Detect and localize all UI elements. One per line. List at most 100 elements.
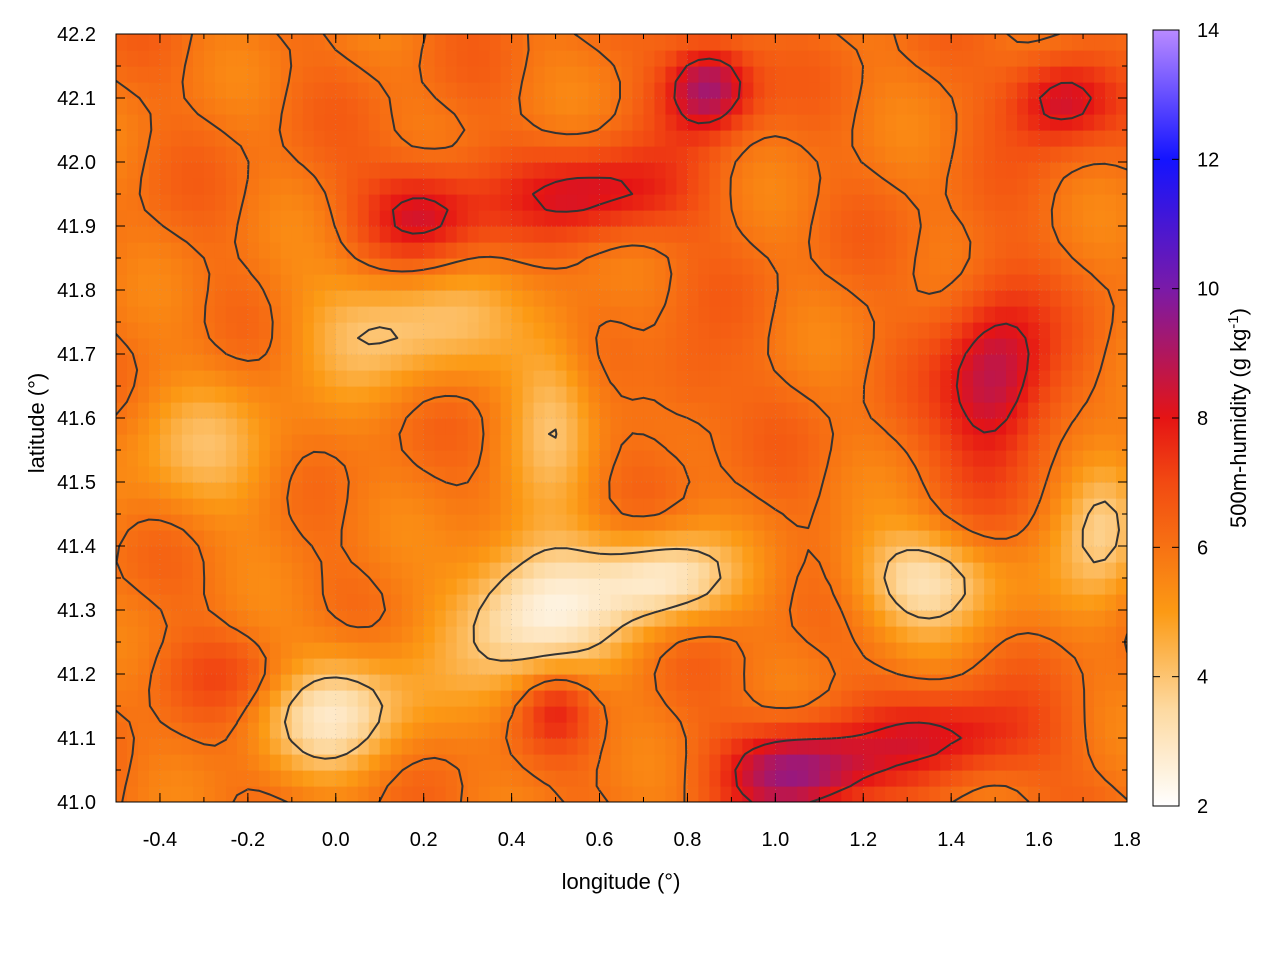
heatmap-cell — [775, 434, 787, 451]
heatmap-cell — [522, 754, 535, 771]
heatmap-cell — [1105, 402, 1117, 419]
heatmap-cell — [412, 562, 425, 579]
heatmap-cell — [951, 690, 963, 707]
heatmap-cell — [522, 226, 535, 243]
heatmap-cell — [379, 530, 392, 547]
heatmap-cell — [214, 658, 227, 675]
heatmap-cell — [126, 226, 139, 243]
heatmap-cell — [808, 562, 820, 579]
heatmap-cell — [170, 434, 183, 451]
heatmap-cell — [423, 674, 436, 691]
heatmap-cell — [148, 98, 161, 115]
heatmap-cell — [753, 66, 765, 83]
heatmap-cell — [1072, 482, 1084, 499]
heatmap-cell — [929, 98, 941, 115]
heatmap-cell — [1116, 738, 1127, 755]
heatmap-cell — [126, 610, 139, 627]
heatmap-cell — [313, 754, 326, 771]
heatmap-cell — [566, 738, 579, 755]
heatmap-cell — [324, 274, 337, 291]
heatmap-cell — [555, 242, 568, 259]
heatmap-cell — [929, 418, 941, 435]
heatmap-cell — [489, 306, 502, 323]
heatmap-cell — [775, 562, 787, 579]
heatmap-cell — [709, 434, 721, 451]
heatmap-cell — [951, 530, 963, 547]
heatmap-cell — [368, 418, 381, 435]
heatmap-cell — [665, 482, 678, 499]
heatmap-cell — [610, 466, 623, 483]
heatmap-cell — [148, 738, 161, 755]
heatmap-cell — [687, 466, 700, 483]
heatmap-cell — [116, 290, 128, 307]
heatmap-cell — [1017, 562, 1029, 579]
heatmap-cell — [775, 66, 787, 83]
heatmap-cell — [720, 130, 732, 147]
heatmap-cell — [324, 82, 337, 99]
heatmap-cell — [918, 322, 930, 339]
heatmap-cell — [940, 610, 952, 627]
heatmap-cell — [258, 418, 271, 435]
heatmap-cell — [808, 354, 820, 371]
heatmap-cell — [478, 162, 491, 179]
heatmap-cell — [280, 498, 293, 515]
heatmap-cell — [1017, 434, 1029, 451]
heatmap-cell — [423, 530, 436, 547]
heatmap-cell — [137, 722, 150, 739]
heatmap-cell — [148, 34, 161, 51]
heatmap-cell — [137, 626, 150, 643]
heatmap-cell — [247, 194, 260, 211]
heatmap-cell — [764, 226, 776, 243]
heatmap-cell — [500, 690, 513, 707]
heatmap-cell — [731, 274, 743, 291]
heatmap-cell — [984, 722, 996, 739]
heatmap-cell — [951, 226, 963, 243]
heatmap-cell — [192, 594, 205, 611]
heatmap-cell — [445, 658, 458, 675]
heatmap-cell — [1072, 34, 1084, 51]
heatmap-cell — [962, 98, 974, 115]
heatmap-cell — [1006, 418, 1018, 435]
heatmap-cell — [1105, 754, 1117, 771]
heatmap-cell — [929, 306, 941, 323]
heatmap-cell — [621, 258, 634, 275]
heatmap-cell — [1105, 354, 1117, 371]
heatmap-cell — [1028, 114, 1040, 131]
heatmap-cell — [258, 322, 271, 339]
heatmap-cell — [654, 434, 667, 451]
heatmap-cell — [742, 578, 754, 595]
heatmap-cell — [1061, 786, 1073, 802]
heatmap-cell — [522, 274, 535, 291]
heatmap-cell — [467, 674, 480, 691]
heatmap-cell — [544, 642, 557, 659]
heatmap-cell — [929, 258, 941, 275]
heatmap-cell — [830, 562, 842, 579]
heatmap-cell — [170, 322, 183, 339]
heatmap-cell — [753, 514, 765, 531]
heatmap-cell — [742, 82, 754, 99]
heatmap-cell — [522, 498, 535, 515]
heatmap-cell — [1028, 354, 1040, 371]
contour-line — [116, 34, 1127, 802]
heatmap-cell — [159, 706, 172, 723]
heatmap-cell — [236, 98, 249, 115]
heatmap-cell — [269, 274, 282, 291]
heatmap-cell — [676, 642, 689, 659]
heatmap-cell — [236, 402, 249, 419]
heatmap-cell — [709, 162, 721, 179]
heatmap-cell — [896, 658, 908, 675]
heatmap-cell — [225, 162, 238, 179]
heatmap-cell — [412, 514, 425, 531]
heatmap-cell — [775, 626, 787, 643]
contour-lines — [116, 34, 1127, 802]
heatmap-cell — [324, 210, 337, 227]
heatmap-cell — [390, 562, 403, 579]
heatmap-cell — [621, 738, 634, 755]
heatmap-cell — [1028, 258, 1040, 275]
heatmap-cell — [335, 674, 348, 691]
heatmap-cell — [973, 146, 985, 163]
heatmap-cell — [742, 658, 754, 675]
heatmap-cell — [742, 594, 754, 611]
contour-line — [391, 57, 1093, 802]
heatmap-cell — [335, 290, 348, 307]
